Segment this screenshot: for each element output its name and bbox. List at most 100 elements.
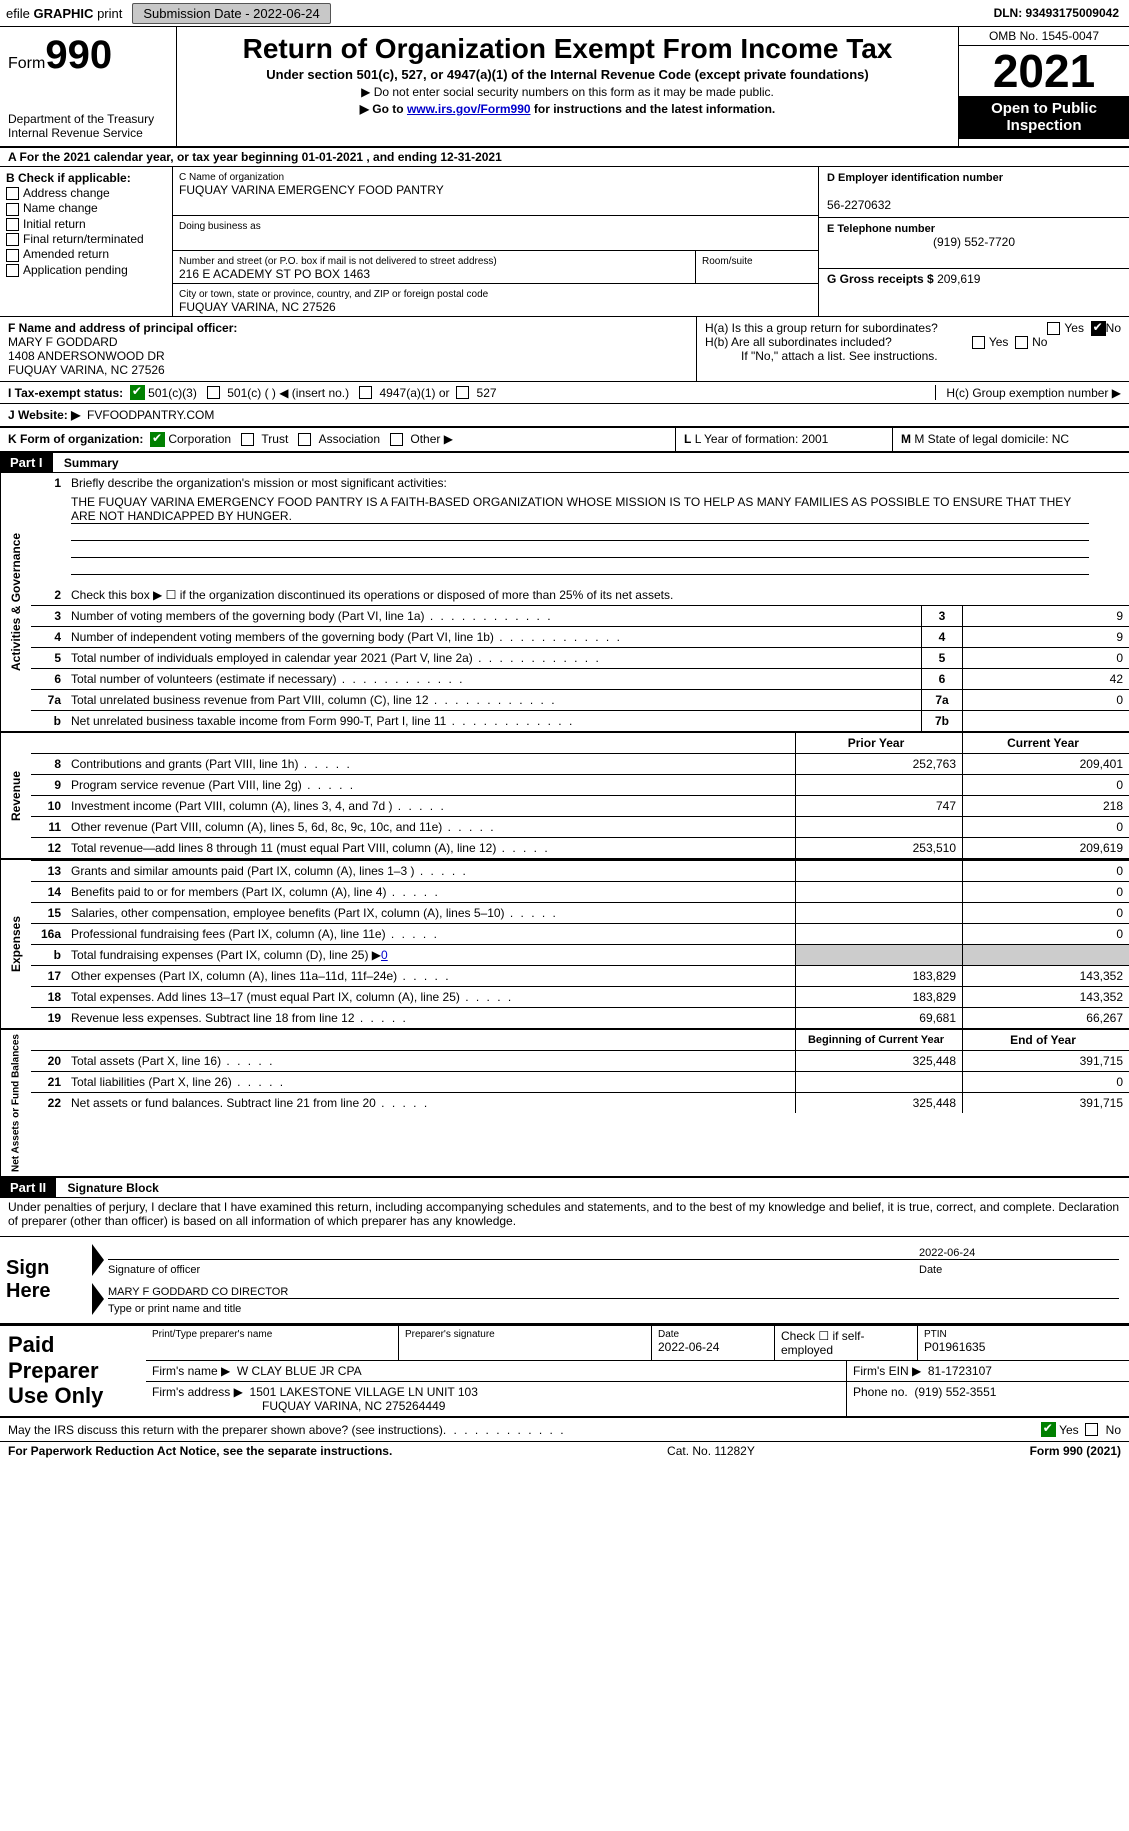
mission-text: THE FUQUAY VARINA EMERGENCY FOOD PANTRY … [71, 495, 1089, 524]
line10-desc: Investment income (Part VIII, column (A)… [67, 797, 795, 815]
line15-prior [795, 903, 962, 923]
irs-link[interactable]: www.irs.gov/Form990 [407, 102, 531, 116]
note-ssn: ▶ Do not enter social security numbers o… [187, 85, 948, 99]
line8-current: 209,401 [962, 754, 1129, 774]
p1-activities-governance: Activities & Governance 1 Briefly descri… [0, 473, 1129, 733]
firm-addr2: FUQUAY VARINA, NC 275264449 [152, 1399, 445, 1413]
preparer-date: 2022-06-24 [658, 1340, 719, 1354]
line11-prior [795, 817, 962, 837]
side-ag: Activities & Governance [0, 473, 31, 731]
dln-label: DLN: 93493175009042 [994, 6, 1129, 20]
ha-label: H(a) Is this a group return for subordin… [705, 321, 1121, 335]
line13-current: 0 [962, 861, 1129, 881]
dba-label: Doing business as [179, 221, 261, 232]
part1-badge: Part I [0, 453, 53, 472]
note-goto: ▶ Go to www.irs.gov/Form990 for instruct… [187, 102, 948, 116]
col-eoy: End of Year [962, 1030, 1129, 1050]
chk-final-return[interactable]: Final return/terminated [6, 232, 166, 246]
efile-label: efile GRAPHIC print [0, 6, 128, 21]
line10-current: 218 [962, 796, 1129, 816]
topbar: efile GRAPHIC print Submission Date - 20… [0, 0, 1129, 27]
line16b-label: Total fundraising expenses (Part IX, col… [67, 946, 795, 964]
line16a-prior [795, 924, 962, 944]
lineb-desc: Net unrelated business taxable income fr… [67, 712, 921, 730]
line10-prior: 747 [795, 796, 962, 816]
line19-prior: 69,681 [795, 1008, 962, 1028]
firm-name: W CLAY BLUE JR CPA [237, 1364, 362, 1378]
chk-application-pending[interactable]: Application pending [6, 263, 166, 277]
year-formation: L L Year of formation: 2001 [675, 428, 892, 451]
p1-revenue: Revenue Prior Year Current Year 8 Contri… [0, 733, 1129, 860]
paid-preparer-block: Paid Preparer Use Only Print/Type prepar… [0, 1324, 1129, 1418]
col-b-header: B Check if applicable: [6, 171, 166, 185]
line14-current: 0 [962, 882, 1129, 902]
form-990-label: Form990 [8, 33, 168, 78]
chk-name-change[interactable]: Name change [6, 201, 166, 215]
side-rev: Revenue [0, 733, 31, 858]
submission-date-button[interactable]: Submission Date - 2022-06-24 [132, 3, 330, 24]
line7a-desc: Total unrelated business revenue from Pa… [67, 691, 921, 709]
page-footer: For Paperwork Reduction Act Notice, see … [0, 1442, 1129, 1460]
self-employed-check[interactable]: Check ☐ if self-employed [781, 1329, 864, 1357]
officer-addr2: FUQUAY VARINA, NC 27526 [8, 363, 165, 377]
hc-label: H(c) Group exemption number ▶ [935, 385, 1121, 400]
triangle-icon [92, 1244, 104, 1276]
line8-desc: Contributions and grants (Part VIII, lin… [67, 755, 795, 773]
officer-addr1: 1408 ANDERSONWOOD DR [8, 349, 165, 363]
omb-number: OMB No. 1545-0047 [959, 27, 1129, 46]
col-prior-year: Prior Year [795, 733, 962, 753]
declaration-text: Under penalties of perjury, I declare th… [0, 1198, 1129, 1237]
line21-prior [795, 1072, 962, 1092]
row-j: J Website: ▶ FVFOODPANTRY.COM [0, 404, 1129, 428]
line13-desc: Grants and similar amounts paid (Part IX… [67, 862, 795, 880]
sig-date: 2022-06-24 [919, 1247, 1119, 1259]
line9-current: 0 [962, 775, 1129, 795]
org-name: FUQUAY VARINA EMERGENCY FOOD PANTRY [179, 183, 444, 197]
chk-amended-return[interactable]: Amended return [6, 247, 166, 261]
fundraising-link[interactable]: 0 [381, 948, 388, 962]
identity-block: B Check if applicable: Address change Na… [0, 167, 1129, 317]
line18-current: 143,352 [962, 987, 1129, 1007]
officer-label: F Name and address of principal officer: [8, 321, 237, 335]
line6-value: 42 [962, 669, 1129, 689]
col-current-year: Current Year [962, 733, 1129, 753]
chk-501c3-checked [130, 385, 145, 400]
line9-prior [795, 775, 962, 795]
line16a-current: 0 [962, 924, 1129, 944]
line22-current: 391,715 [962, 1093, 1129, 1113]
line12-current: 209,619 [962, 838, 1129, 858]
cat-no: Cat. No. 11282Y [392, 1444, 1029, 1458]
chk-initial-return[interactable]: Initial return [6, 217, 166, 231]
ha-no-checked [1091, 321, 1106, 336]
website-value: FVFOODPANTRY.COM [87, 408, 214, 422]
tax-year: 2021 [959, 46, 1129, 96]
gross-label: G Gross receipts $ [827, 272, 934, 286]
line15-desc: Salaries, other compensation, employee b… [67, 904, 795, 922]
line7a-value: 0 [962, 690, 1129, 710]
row-k: K Form of organization: Corporation Trus… [0, 428, 1129, 453]
line22-desc: Net assets or fund balances. Subtract li… [67, 1094, 795, 1112]
line2-label: Check this box ▶ ☐ if the organization d… [67, 586, 1129, 604]
line4-value: 9 [962, 627, 1129, 647]
form-header: Form990 Department of the Treasury Inter… [0, 27, 1129, 148]
officer-name: MARY F GODDARD [8, 335, 118, 349]
line5-value: 0 [962, 648, 1129, 668]
open-to-public: Open to Public Inspection [959, 96, 1129, 139]
chk-address-change[interactable]: Address change [6, 186, 166, 200]
col-boy: Beginning of Current Year [795, 1030, 962, 1050]
line11-desc: Other revenue (Part VIII, column (A), li… [67, 818, 795, 836]
paperwork-notice: For Paperwork Reduction Act Notice, see … [8, 1444, 392, 1458]
state-domicile: M M State of legal domicile: NC [892, 428, 1129, 451]
p1-expenses: Expenses 13 Grants and similar amounts p… [0, 860, 1129, 1030]
line20-prior: 325,448 [795, 1051, 962, 1071]
line3-value: 9 [962, 606, 1129, 626]
line12-desc: Total revenue—add lines 8 through 11 (mu… [67, 839, 795, 857]
sign-block: Sign Here 2022-06-24 Signature of office… [0, 1237, 1129, 1324]
city-value: FUQUAY VARINA, NC 27526 [179, 300, 336, 314]
firm-ein: 81-1723107 [928, 1364, 992, 1378]
sig-officer-label: Signature of officer [108, 1264, 919, 1276]
part1-header-row: Part I Summary [0, 453, 1129, 473]
hb-label: H(b) Are all subordinates included? Yes … [705, 335, 1121, 349]
paid-preparer-label: Paid Preparer Use Only [0, 1326, 146, 1416]
addr-value: 216 E ACADEMY ST PO BOX 1463 [179, 267, 370, 281]
